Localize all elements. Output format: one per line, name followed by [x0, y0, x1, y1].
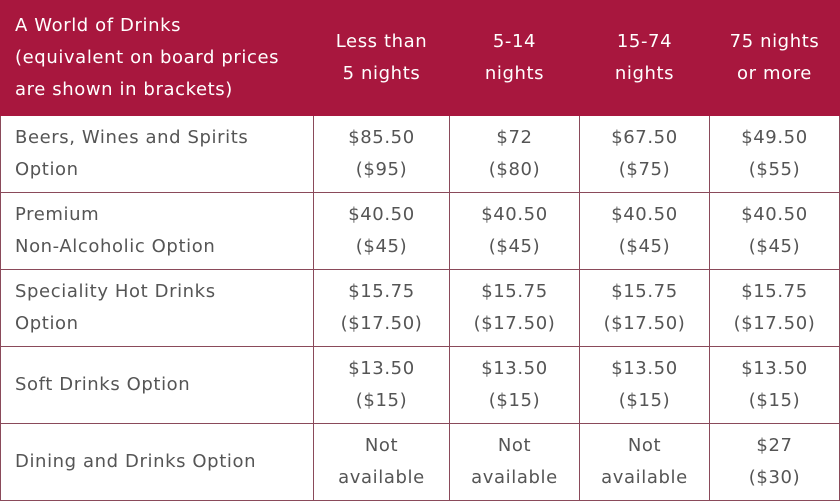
cell-line: $15.75 [611, 281, 678, 302]
cell-line: $13.50 [611, 358, 678, 379]
cell-line: $27 [756, 435, 793, 456]
row-label: Speciality Hot Drinks Option [0, 269, 314, 347]
table-row: Premium Non-Alcoholic Option $40.50 ($45) $4… [0, 192, 840, 270]
cell-line: ($95) [355, 159, 408, 180]
price-cell: $72 ($80) [449, 115, 580, 193]
price-cell: $15.75 ($17.50) [313, 269, 450, 347]
cell-line: Speciality Hot Drinks [15, 281, 216, 302]
cell-line: ($17.50) [733, 313, 816, 334]
cell-line: Option [15, 159, 79, 180]
cell-line: ($15) [618, 390, 671, 411]
price-cell: Not available [313, 423, 450, 501]
header-cell: A World of Drinks (equivalent on board pr… [0, 0, 314, 116]
cell-line: $15.75 [741, 281, 808, 302]
price-cell: $15.75 ($17.50) [579, 269, 710, 347]
cell-line: 5 nights [342, 63, 421, 84]
row-label: Beers, Wines and Spirits Option [0, 115, 314, 193]
cell-line: ($45) [618, 236, 671, 257]
price-cell: $40.50 ($45) [449, 192, 580, 270]
row-label: Dining and Drinks Option [0, 423, 314, 501]
price-cell: $13.50 ($15) [579, 346, 710, 424]
cell-line: ($55) [748, 159, 801, 180]
cell-line: or more [737, 63, 812, 84]
cell-line: $13.50 [348, 358, 415, 379]
cell-line: available [471, 467, 558, 488]
cell-line: Not [364, 435, 399, 456]
cell-line: ($45) [488, 236, 541, 257]
header-cell: 15-74 nights [579, 0, 710, 116]
header-row: A World of Drinks (equivalent on board pr… [0, 0, 840, 116]
price-cell: $40.50 ($45) [709, 192, 840, 270]
price-cell: $49.50 ($55) [709, 115, 840, 193]
cell-line: Not [497, 435, 532, 456]
cell-line: nights [614, 63, 675, 84]
price-cell: $15.75 ($17.50) [449, 269, 580, 347]
cell-line: ($17.50) [603, 313, 686, 334]
price-cell: $40.50 ($45) [579, 192, 710, 270]
row-label: Premium Non-Alcoholic Option [0, 192, 314, 270]
table-row: Beers, Wines and Spirits Option $85.50 ($95… [0, 115, 840, 193]
price-cell: $85.50 ($95) [313, 115, 450, 193]
price-cell: $27 ($30) [709, 423, 840, 501]
price-cell: Not available [449, 423, 580, 501]
cell-line: ($30) [748, 467, 801, 488]
cell-line: Not [627, 435, 662, 456]
cell-line: 15-74 [616, 31, 673, 52]
cell-line: are shown in brackets) [15, 79, 233, 100]
cell-line: $49.50 [741, 127, 808, 148]
cell-line: ($45) [748, 236, 801, 257]
cell-line: $15.75 [348, 281, 415, 302]
cell-line: A World of Drinks [15, 15, 182, 36]
cell-line: available [601, 467, 688, 488]
cell-line: Option [15, 313, 79, 334]
price-cell: $13.50 ($15) [449, 346, 580, 424]
cell-line: $85.50 [348, 127, 415, 148]
cell-line: nights [484, 63, 545, 84]
cell-line: $40.50 [348, 204, 415, 225]
cell-line: $13.50 [481, 358, 548, 379]
price-cell: $67.50 ($75) [579, 115, 710, 193]
price-cell: $13.50 ($15) [709, 346, 840, 424]
cell-line: Premium [15, 204, 100, 225]
cell-line: ($75) [618, 159, 671, 180]
cell-line: $40.50 [741, 204, 808, 225]
price-cell: Not available [579, 423, 710, 501]
price-cell: $13.50 ($15) [313, 346, 450, 424]
cell-line: (equivalent on board prices [15, 47, 280, 68]
cell-line: 75 nights [729, 31, 820, 52]
price-cell: $40.50 ($45) [313, 192, 450, 270]
cell-line: 5-14 [492, 31, 537, 52]
cell-line: ($15) [488, 390, 541, 411]
cell-line: Soft Drinks Option [15, 374, 191, 395]
cell-line: Less than [335, 31, 428, 52]
cell-line: $40.50 [611, 204, 678, 225]
cell-line: Non-Alcoholic Option [15, 236, 216, 257]
cell-line: ($45) [355, 236, 408, 257]
cell-line: ($15) [355, 390, 408, 411]
header-cell: Less than 5 nights [313, 0, 450, 116]
header-cell: 5-14 nights [449, 0, 580, 116]
table-row: Soft Drinks Option $13.50 ($15) $13.50 ($15)… [0, 346, 840, 424]
table-body: Beers, Wines and Spirits Option $85.50 ($95… [0, 115, 840, 501]
row-label: Soft Drinks Option [0, 346, 314, 424]
table-row: Dining and Drinks Option Not available Not a… [0, 423, 840, 501]
cell-line: Beers, Wines and Spirits [15, 127, 249, 148]
header-cell: 75 nights or more [709, 0, 840, 116]
cell-line: ($17.50) [340, 313, 423, 334]
price-cell: $15.75 ($17.50) [709, 269, 840, 347]
cell-line: Dining and Drinks Option [15, 451, 257, 472]
cell-line: $13.50 [741, 358, 808, 379]
cell-line: $67.50 [611, 127, 678, 148]
cell-line: $72 [496, 127, 533, 148]
cell-line: $40.50 [481, 204, 548, 225]
cell-line: available [338, 467, 425, 488]
cell-line: ($15) [748, 390, 801, 411]
table-row: Speciality Hot Drinks Option $15.75 ($17.50… [0, 269, 840, 347]
cell-line: $15.75 [481, 281, 548, 302]
cell-line: ($17.50) [473, 313, 556, 334]
cell-line: ($80) [488, 159, 541, 180]
